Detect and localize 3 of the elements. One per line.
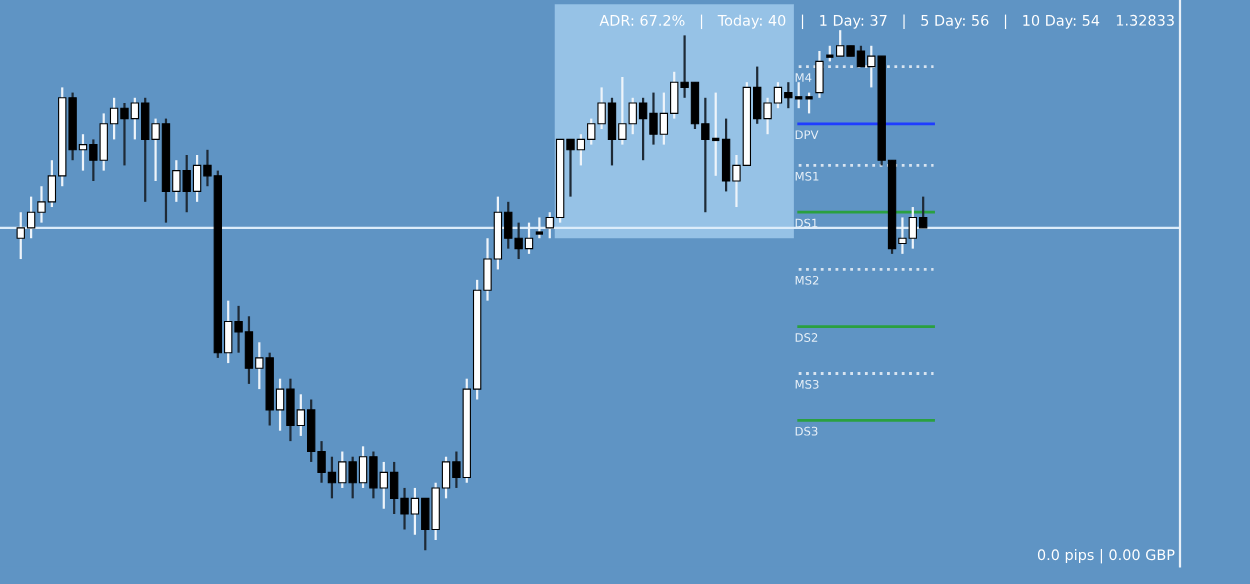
candlestick bbox=[803, 91, 815, 115]
candlestick bbox=[534, 216, 545, 240]
candlestick bbox=[815, 49, 824, 99]
